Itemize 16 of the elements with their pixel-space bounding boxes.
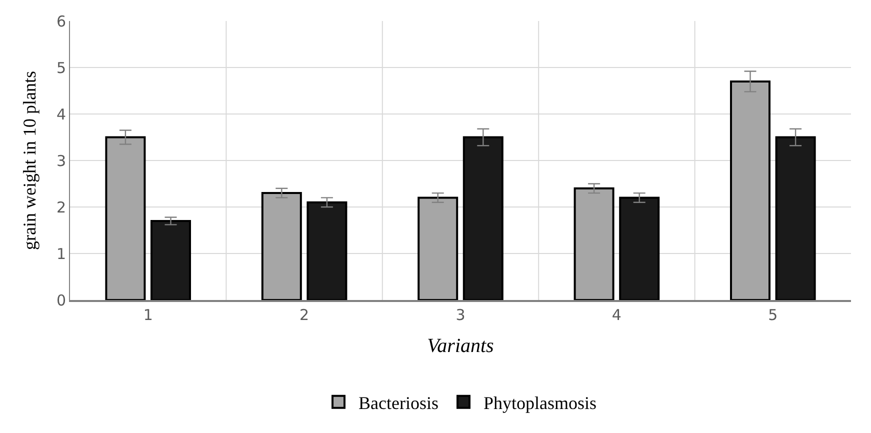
y-tick-label: 3 [56,152,66,170]
y-tick-label: 5 [56,58,66,77]
y-axis-title: grain weight in 10 plants [20,71,40,250]
y-tick-label: 1 [56,244,66,263]
y-tick-label: 0 [56,291,66,310]
legend-label: Bacteriosis [358,392,438,413]
y-tick-label: 4 [56,105,66,124]
x-tick-label: 2 [300,306,310,324]
x-tick-label: 3 [456,306,466,324]
x-tick-label: 1 [143,306,153,324]
x-tick-label: 4 [612,306,622,324]
x-tick-label: 5 [768,306,778,324]
x-axis-title: Variants [427,334,494,357]
y-tick-label: 2 [56,198,66,216]
y-tick-label: 6 [56,12,66,30]
legend-label: Phytoplasmosis [483,392,597,413]
